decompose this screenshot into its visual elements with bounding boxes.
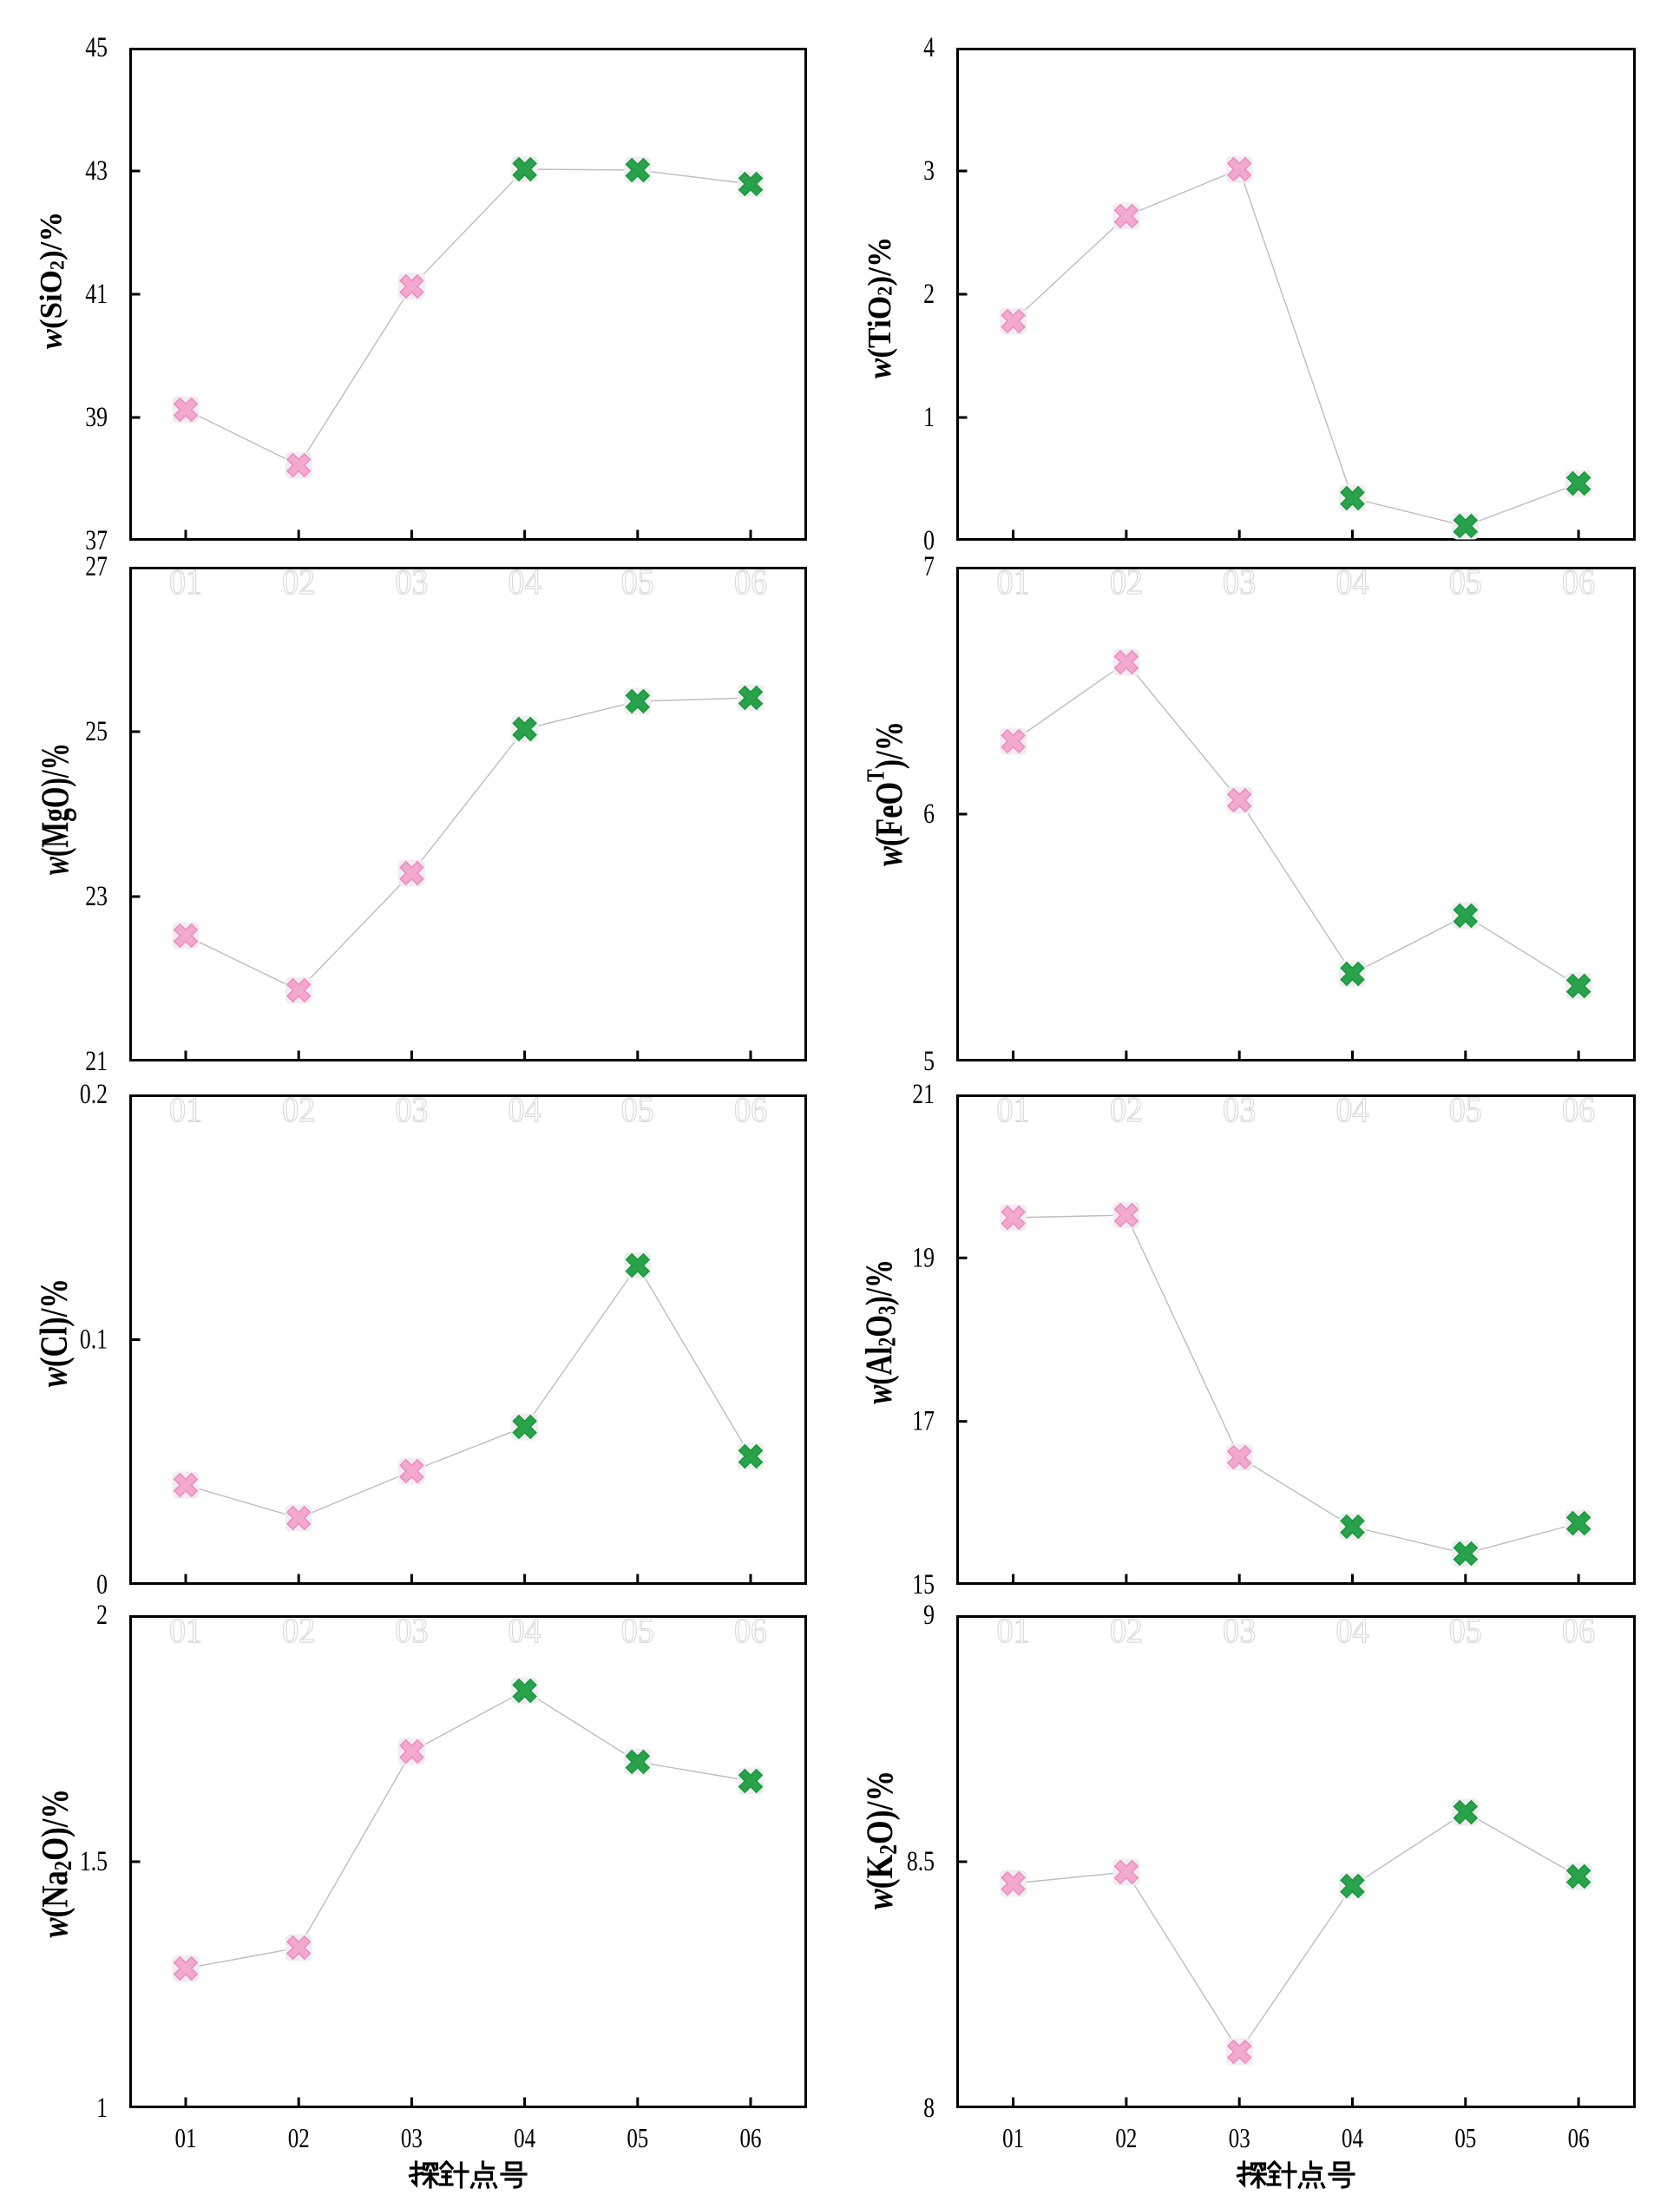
svg-text:17: 17 [912, 1406, 935, 1437]
svg-text:23: 23 [85, 881, 108, 912]
svg-text:41: 41 [85, 279, 108, 310]
svg-text:03: 03 [1223, 1090, 1256, 1130]
svg-text:06: 06 [734, 1611, 767, 1651]
svg-text:01: 01 [175, 2123, 197, 2154]
svg-text:02: 02 [282, 1090, 315, 1130]
svg-text:05: 05 [621, 1090, 654, 1130]
svg-text:04: 04 [1335, 562, 1368, 602]
svg-text:w(K2​O)/%: w(K2​O)/% [859, 1771, 902, 1909]
svg-text:5: 5 [923, 1046, 935, 1077]
svg-text:05: 05 [621, 1611, 654, 1651]
svg-text:21: 21 [912, 1079, 935, 1110]
svg-text:01: 01 [169, 562, 202, 602]
svg-text:02: 02 [288, 2123, 310, 2154]
svg-text:1: 1 [96, 2093, 108, 2124]
svg-text:05: 05 [1449, 1090, 1482, 1130]
svg-text:0.2: 0.2 [80, 1079, 108, 1110]
svg-text:02: 02 [1115, 2123, 1137, 2154]
svg-text:04: 04 [509, 1611, 541, 1651]
svg-text:01: 01 [997, 1611, 1030, 1651]
svg-text:7: 7 [923, 551, 935, 582]
svg-text:05: 05 [621, 562, 654, 602]
svg-text:05: 05 [1454, 2123, 1476, 2154]
svg-text:03: 03 [395, 562, 428, 602]
svg-text:4: 4 [923, 32, 935, 63]
svg-text:1.5: 1.5 [80, 1846, 108, 1877]
svg-text:03: 03 [1223, 562, 1256, 602]
svg-text:w(FeOT​)/%: w(FeOT​)/% [863, 721, 911, 866]
svg-text:04: 04 [1335, 1090, 1368, 1130]
svg-text:03: 03 [395, 1611, 428, 1651]
svg-text:21: 21 [85, 1046, 108, 1077]
svg-text:03: 03 [1223, 1611, 1256, 1651]
svg-text:37: 37 [85, 525, 108, 556]
svg-text:04: 04 [509, 562, 541, 602]
svg-text:02: 02 [282, 1611, 315, 1651]
svg-text:45: 45 [85, 32, 108, 63]
svg-text:0: 0 [923, 525, 935, 556]
svg-text:1: 1 [923, 402, 935, 433]
svg-text:03: 03 [401, 2123, 423, 2154]
svg-text:15: 15 [912, 1569, 935, 1600]
svg-text:06: 06 [1562, 562, 1595, 602]
svg-text:06: 06 [734, 1090, 767, 1130]
svg-text:04: 04 [1335, 1611, 1368, 1651]
svg-text:w(Cl)/%: w(Cl)/% [33, 1278, 75, 1388]
svg-text:43: 43 [85, 155, 108, 187]
svg-text:w(SiO2​)/%: w(SiO2​)/% [33, 212, 69, 350]
svg-text:27: 27 [85, 551, 108, 582]
svg-text:8.5: 8.5 [907, 1846, 935, 1877]
svg-text:02: 02 [1110, 1090, 1143, 1130]
svg-text:04: 04 [514, 2123, 535, 2154]
svg-text:25: 25 [85, 716, 108, 747]
svg-text:2: 2 [923, 279, 935, 310]
svg-text:06: 06 [734, 562, 767, 602]
svg-text:01: 01 [169, 1090, 202, 1130]
svg-text:2: 2 [96, 1600, 108, 1631]
svg-text:04: 04 [1342, 2123, 1363, 2154]
svg-text:w(TiO2​)/%: w(TiO2​)/% [860, 237, 897, 379]
svg-text:w(Al2​O3​)/%: w(Al2​O3​)/% [859, 1259, 901, 1404]
svg-text:04: 04 [509, 1090, 541, 1130]
svg-text:01: 01 [169, 1611, 202, 1651]
svg-text:01: 01 [997, 562, 1030, 602]
svg-text:06: 06 [1562, 1611, 1595, 1651]
svg-text:03: 03 [395, 1090, 428, 1130]
svg-text:05: 05 [1449, 1611, 1482, 1651]
svg-text:0: 0 [96, 1569, 108, 1600]
svg-text:02: 02 [1110, 562, 1143, 602]
svg-text:0.1: 0.1 [80, 1324, 108, 1356]
svg-text:01: 01 [997, 1090, 1030, 1130]
svg-text:05: 05 [627, 2123, 648, 2154]
svg-text:3: 3 [923, 155, 935, 187]
svg-text:39: 39 [85, 402, 108, 433]
svg-text:03: 03 [1229, 2123, 1250, 2154]
svg-text:6: 6 [923, 798, 935, 830]
svg-text:06: 06 [1562, 1090, 1595, 1130]
svg-text:06: 06 [1568, 2123, 1590, 2154]
svg-text:05: 05 [1449, 562, 1482, 602]
svg-text:w(MgO)/%: w(MgO)/% [33, 743, 77, 875]
svg-text:8: 8 [923, 2093, 935, 2124]
svg-text:02: 02 [1110, 1611, 1143, 1651]
svg-text:02: 02 [282, 562, 315, 602]
svg-text:01: 01 [1002, 2123, 1024, 2154]
svg-text:19: 19 [912, 1242, 935, 1273]
svg-text:w(Na2​O)/%: w(Na2​O)/% [34, 1789, 76, 1938]
svg-text:9: 9 [923, 1600, 935, 1631]
svg-text:06: 06 [740, 2123, 762, 2154]
